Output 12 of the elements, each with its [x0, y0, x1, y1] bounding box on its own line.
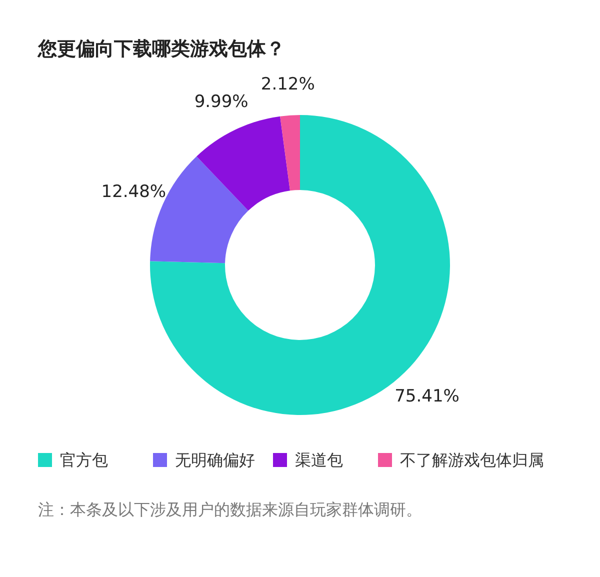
legend-label: 不了解游戏包体归属 [400, 450, 544, 470]
legend-label: 无明确偏好 [175, 450, 255, 470]
legend-label: 渠道包 [295, 450, 343, 470]
donut-slice [280, 115, 300, 191]
text: 注：本条及以下涉及用户的数据来源自玩家群体调研。 [38, 500, 422, 519]
chart-title: 您更偏向下载哪类游戏包体？ [37, 38, 285, 60]
donut-slice [196, 116, 290, 211]
data-label: 75.41% [394, 386, 460, 406]
data-label: 9.99% [194, 92, 248, 112]
data-label: 2.12% [260, 74, 315, 94]
legend-label: 官方包 [60, 450, 108, 470]
data-label: 12.48% [101, 182, 166, 202]
